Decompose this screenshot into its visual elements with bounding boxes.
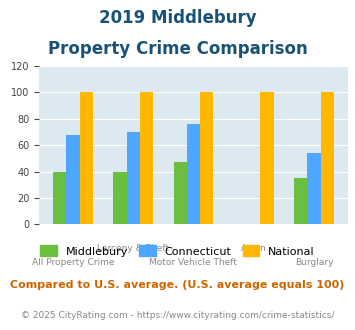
Bar [127, 132, 140, 224]
Legend: Middlebury, Connecticut, National: Middlebury, Connecticut, National [36, 241, 320, 261]
Bar [307, 153, 321, 224]
Bar [321, 92, 334, 224]
Bar [53, 172, 66, 224]
Bar [200, 92, 213, 224]
Bar [113, 172, 127, 224]
Bar [260, 92, 274, 224]
Bar [174, 162, 187, 224]
Bar [80, 92, 93, 224]
Text: Larceny & Theft: Larceny & Theft [97, 244, 169, 253]
Text: Property Crime Comparison: Property Crime Comparison [48, 41, 307, 58]
Text: © 2025 CityRating.com - https://www.cityrating.com/crime-statistics/: © 2025 CityRating.com - https://www.city… [21, 311, 334, 320]
Bar [294, 178, 307, 224]
Bar [66, 135, 80, 224]
Text: Compared to U.S. average. (U.S. average equals 100): Compared to U.S. average. (U.S. average … [10, 280, 345, 290]
Bar [140, 92, 153, 224]
Text: Burglary: Burglary [295, 258, 333, 267]
Text: Motor Vehicle Theft: Motor Vehicle Theft [149, 258, 237, 267]
Text: All Property Crime: All Property Crime [32, 258, 114, 267]
Text: 2019 Middlebury: 2019 Middlebury [99, 10, 256, 27]
Text: Arson: Arson [241, 244, 267, 253]
Bar [187, 124, 200, 224]
